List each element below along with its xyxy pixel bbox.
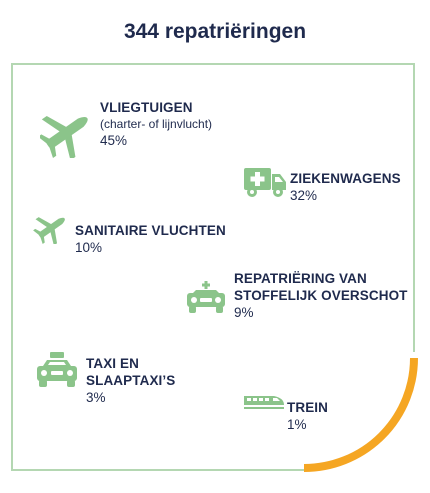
item-percent: 10% <box>75 240 103 255</box>
item-trein: TREIN 1% <box>287 399 328 434</box>
item-sanitaire-vluchten: SANITAIRE VLUCHTEN 10% <box>75 222 226 257</box>
item-label-line1: TAXI EN <box>86 356 139 371</box>
ambulance-icon <box>244 168 286 197</box>
item-label-line2: SLAAPTAXI’S <box>86 373 176 388</box>
item-percent: 3% <box>86 390 106 405</box>
item-label: SANITAIRE VLUCHTEN <box>75 223 226 238</box>
item-label-line2: STOFFELIJK OVERSCHOT <box>234 288 408 303</box>
train-icon <box>244 396 284 409</box>
page-title: 344 repatriëringen <box>123 20 307 43</box>
item-label: VLIEGTUIGEN <box>100 100 193 115</box>
item-ziekenwagens: ZIEKENWAGENS 32% <box>290 170 401 205</box>
item-percent: 9% <box>234 305 254 320</box>
item-label: ZIEKENWAGENS <box>290 171 401 186</box>
item-taxi: TAXI EN SLAAPTAXI’S 3% <box>86 355 175 407</box>
item-vliegtuigen: VLIEGTUIGEN (charter- of lijnvlucht) 45% <box>100 99 212 150</box>
item-percent: 45% <box>100 133 128 148</box>
small-airplane-icon <box>33 217 65 244</box>
item-label-line1: REPATRIËRING VAN <box>234 271 367 286</box>
taxi-icon <box>37 352 77 387</box>
item-sublabel: (charter- of lijnvlucht) <box>100 117 213 131</box>
airplane-icon <box>40 115 88 158</box>
item-percent: 1% <box>287 417 307 432</box>
item-stoffelijk-overschot: REPATRIËRING VAN STOFFELIJK OVERSCHOT 9% <box>234 270 408 322</box>
hearse-icon <box>187 281 225 313</box>
item-percent: 32% <box>290 188 318 203</box>
item-label: TREIN <box>287 400 328 415</box>
